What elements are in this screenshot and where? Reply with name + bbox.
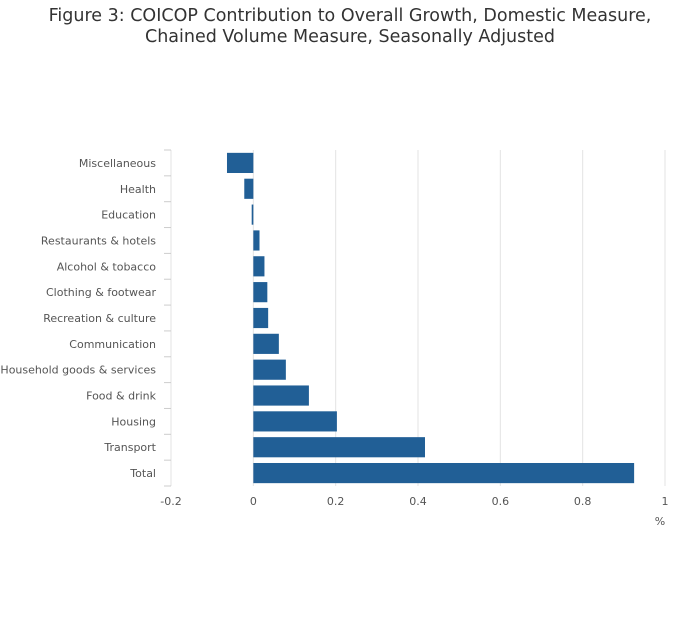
bar xyxy=(253,359,286,380)
bar xyxy=(253,411,337,432)
bar xyxy=(226,152,254,174)
category-label: Total xyxy=(129,467,156,480)
bar xyxy=(253,282,268,303)
category-label: Clothing & footwear xyxy=(46,286,156,299)
x-tick-label: 0.4 xyxy=(409,495,427,508)
category-label: Transport xyxy=(103,441,156,454)
x-tick-label: 0 xyxy=(250,495,257,508)
bar xyxy=(253,230,260,251)
x-axis-unit-label: % xyxy=(655,515,665,528)
x-tick-label: 0.8 xyxy=(574,495,592,508)
bars xyxy=(226,152,635,484)
category-label: Alcohol & tobacco xyxy=(57,260,157,273)
bar xyxy=(253,437,425,458)
bar xyxy=(251,204,254,225)
bar xyxy=(253,307,269,329)
category-label: Education xyxy=(101,209,156,222)
bar xyxy=(253,385,309,406)
category-labels: Miscellaneous Health Education Restaurants … xyxy=(0,157,156,480)
bar xyxy=(253,462,635,484)
bar xyxy=(253,333,279,354)
category-label: Health xyxy=(120,183,156,196)
x-tick-label: -0.2 xyxy=(160,495,181,508)
bar xyxy=(253,256,265,277)
category-label: Communication xyxy=(69,338,156,351)
category-label: Household goods & services xyxy=(0,364,156,377)
category-label: Restaurants & hotels xyxy=(41,234,156,247)
category-label: Housing xyxy=(111,415,156,428)
gridlines xyxy=(164,149,666,487)
x-tick-labels: -0.2 0 0.2 0.4 0.6 0.8 1 xyxy=(160,495,668,508)
x-tick-label: 0.6 xyxy=(492,495,510,508)
chart-title-line-2: Chained Volume Measure, Seasonally Adjus… xyxy=(144,27,556,47)
chart-title: Figure 3: COICOP Contribution to Overall… xyxy=(0,6,700,48)
category-label: Recreation & culture xyxy=(43,312,156,325)
x-tick-label: 1 xyxy=(662,495,669,508)
x-tick-label: 0.2 xyxy=(327,495,345,508)
category-label: Food & drink xyxy=(86,390,156,403)
chart-title-line-1: Figure 3: COICOP Contribution to Overall… xyxy=(48,6,652,26)
category-label: Miscellaneous xyxy=(79,157,156,170)
bar xyxy=(244,178,254,199)
